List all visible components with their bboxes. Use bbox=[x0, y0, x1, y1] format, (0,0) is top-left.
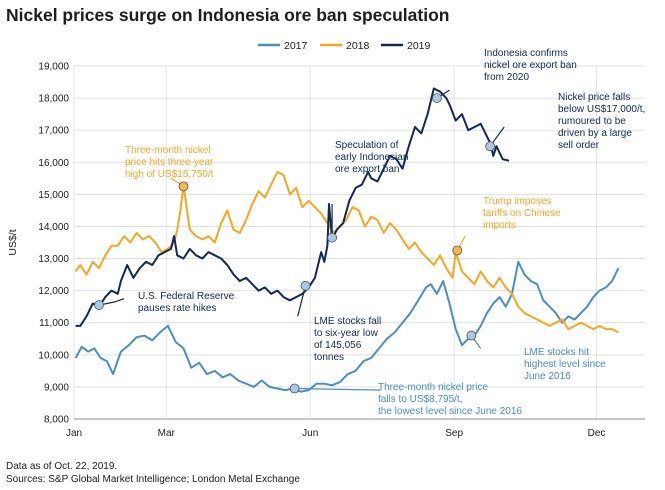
x-tick-label: Sep bbox=[445, 428, 463, 439]
annotation-connector bbox=[294, 387, 381, 391]
annotation-label: LME stocks hit bbox=[524, 347, 589, 358]
annotation-label: driven by a large bbox=[558, 128, 632, 139]
annotation-connector bbox=[98, 298, 125, 306]
annotation-label: Three-month nickel price bbox=[378, 382, 488, 393]
annotation-label: of 145,056 bbox=[314, 340, 362, 351]
annotation-label: sell order bbox=[558, 140, 600, 151]
x-tick-label: Mar bbox=[158, 428, 176, 439]
annotation-label: the lowest level since June 2016 bbox=[378, 406, 522, 417]
annotation-label: pauses rate hikes bbox=[138, 303, 216, 314]
x-tick-label: Jun bbox=[302, 428, 318, 439]
annotation-label: LME stocks fall bbox=[314, 316, 381, 327]
y-tick-label: 18,000 bbox=[38, 94, 69, 105]
annotation-label: rumoured to be bbox=[558, 116, 626, 127]
legend-label-2019: 2019 bbox=[407, 40, 431, 52]
y-tick-label: 17,000 bbox=[38, 126, 69, 137]
series-line-2017 bbox=[74, 260, 620, 393]
annotation-label: early Indonesian bbox=[335, 152, 408, 163]
annotation-label: Nickel price falls bbox=[558, 92, 630, 103]
annotation-label: price hits three-year bbox=[125, 157, 214, 168]
annotation-marker bbox=[178, 181, 189, 192]
annotation-label: imports bbox=[483, 220, 516, 231]
y-tick-label: 9,000 bbox=[44, 382, 69, 393]
annotation-label: ore export ban bbox=[335, 164, 400, 175]
x-tick-label: Jan bbox=[66, 428, 82, 439]
annotation-label: Three-month nickel bbox=[125, 145, 211, 156]
annotation-label: highest level since bbox=[524, 359, 606, 370]
y-tick-label: 8,000 bbox=[44, 415, 69, 426]
annotation-label: falls to US$8,795/t, bbox=[378, 394, 463, 405]
annotation-marker bbox=[289, 383, 300, 394]
y-tick-label: 13,000 bbox=[38, 254, 69, 265]
y-tick-label: 10,000 bbox=[38, 350, 69, 361]
annotation-label: nickel ore export ban bbox=[484, 60, 577, 71]
annotation-label: Indonesia confirms bbox=[484, 48, 568, 59]
annotation-label: June 2016 bbox=[524, 371, 571, 382]
annotation-label: from 2020 bbox=[484, 72, 529, 83]
annotation-connector bbox=[297, 285, 307, 317]
annotation-label: Trump imposes bbox=[483, 196, 552, 207]
chart-title: Nickel prices surge on Indonesia ore ban… bbox=[6, 5, 450, 25]
legend-label-2017: 2017 bbox=[284, 40, 308, 52]
y-axis-label: US$/t bbox=[7, 229, 19, 255]
annotation-label: U.S. Federal Reserve bbox=[138, 291, 235, 302]
annotation-marker bbox=[466, 330, 477, 341]
series-line-2019 bbox=[75, 87, 510, 327]
y-tick-label: 12,000 bbox=[38, 286, 69, 297]
footnote: Data as of Oct. 22, 2019. bbox=[6, 461, 118, 472]
annotation-marker bbox=[94, 300, 104, 310]
annotation-label: high of US$15,750/t bbox=[125, 169, 214, 180]
y-tick-label: 15,000 bbox=[38, 190, 69, 201]
annotation-label: below US$17,000/t, bbox=[558, 104, 645, 115]
annotation-marker bbox=[300, 280, 311, 291]
y-tick-label: 16,000 bbox=[38, 158, 69, 169]
annotation-marker bbox=[452, 245, 463, 256]
y-tick-label: 11,000 bbox=[39, 318, 69, 329]
annotation-marker bbox=[327, 232, 338, 243]
annotation-label: tariffs on Chinese bbox=[483, 208, 561, 219]
y-tick-label: 14,000 bbox=[38, 222, 69, 233]
annotation-label: tonnes bbox=[314, 352, 344, 363]
sources-note: Sources: S&P Global Market Intelligence;… bbox=[6, 474, 300, 485]
x-tick-label: Dec bbox=[588, 428, 606, 439]
y-tick-label: 19,000 bbox=[38, 62, 69, 73]
legend-label-2018: 2018 bbox=[346, 40, 370, 52]
annotation-marker bbox=[485, 141, 496, 152]
annotation-marker bbox=[432, 93, 442, 103]
annotation-label: Speculation of bbox=[335, 140, 399, 151]
annotation-label: to six-year low bbox=[314, 328, 379, 339]
